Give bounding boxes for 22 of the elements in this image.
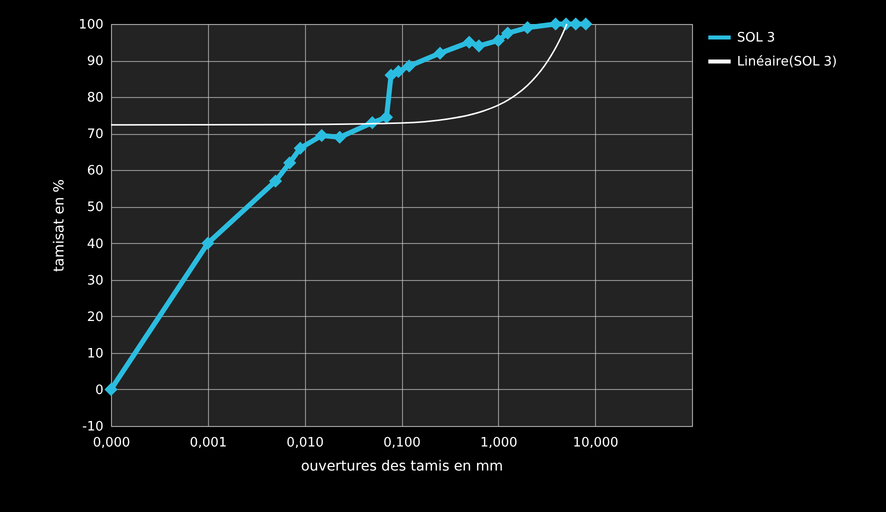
- y-tick-label: 10: [86, 346, 104, 362]
- y-tick-label: 70: [86, 127, 104, 142]
- x-axis-title: ouvertures des tamis en mm: [300, 458, 504, 474]
- x-tick-label: 0,010: [286, 436, 324, 450]
- x-tick-label: 0,000: [92, 436, 130, 450]
- legend-label: SOL 3: [737, 30, 776, 46]
- x-tick-label: 1,000: [480, 436, 518, 450]
- x-tick-label: 0,001: [190, 436, 227, 450]
- y-tick-label: 0: [95, 382, 104, 398]
- y-tick-label: 30: [86, 273, 104, 288]
- y-tick-label: 50: [86, 200, 104, 216]
- y-tick-label: 90: [86, 54, 104, 70]
- y-tick-label: 80: [86, 90, 104, 106]
- legend-label: Linéaire(SOL 3): [737, 54, 838, 70]
- y-tick-label: 40: [86, 236, 104, 252]
- y-tick-label: 100: [78, 18, 104, 32]
- y-tick-label: 60: [86, 164, 104, 179]
- x-tick-label: 10,000: [572, 436, 618, 450]
- y-tick-label: 20: [86, 310, 104, 325]
- x-tick-label: 0,100: [383, 436, 421, 450]
- y-axis-title: tamisat en %: [52, 179, 68, 272]
- y-tick-label: -10: [82, 420, 104, 434]
